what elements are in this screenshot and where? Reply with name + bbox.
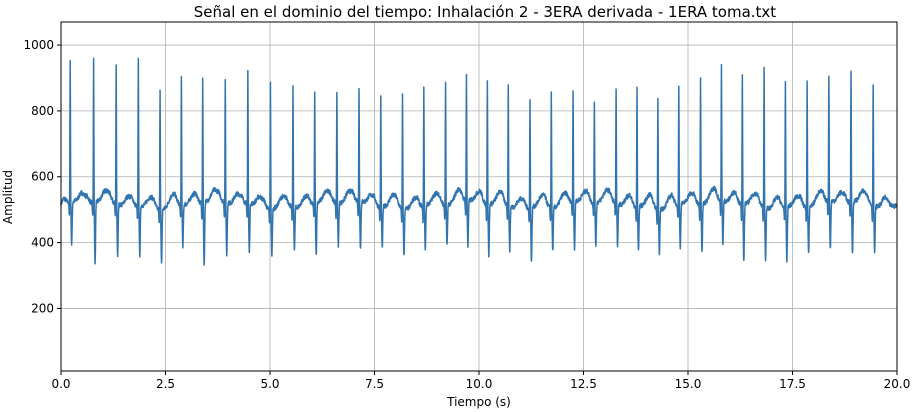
signal-line xyxy=(60,57,898,266)
x-axis-label: Tiempo (s) xyxy=(446,395,511,409)
x-tick-label: 5.0 xyxy=(260,377,279,391)
grid-lines xyxy=(60,22,898,371)
y-axis-label: Amplitud xyxy=(1,170,15,224)
y-tick-label: 800 xyxy=(31,104,54,118)
plot-area xyxy=(60,57,898,266)
chart-title: Señal en el dominio del tiempo: Inhalaci… xyxy=(194,3,777,21)
y-tick-label: 400 xyxy=(31,236,54,250)
x-tick-label: 2.5 xyxy=(156,377,175,391)
x-tick-label: 20.0 xyxy=(884,377,911,391)
x-tick-label: 10.0 xyxy=(466,377,493,391)
y-axis: 200 400 600 800 1000 xyxy=(23,38,61,315)
y-tick-label: 1000 xyxy=(23,38,54,52)
x-axis: 0.0 2.5 5.0 7.5 10.0 12.5 15.0 17.5 20.0 xyxy=(51,371,910,391)
x-tick-label: 0.0 xyxy=(51,377,70,391)
y-tick-label: 200 xyxy=(31,301,54,315)
x-tick-label: 17.5 xyxy=(779,377,806,391)
x-tick-label: 12.5 xyxy=(570,377,597,391)
x-tick-label: 7.5 xyxy=(365,377,384,391)
y-tick-label: 600 xyxy=(31,170,54,184)
x-tick-label: 15.0 xyxy=(675,377,702,391)
